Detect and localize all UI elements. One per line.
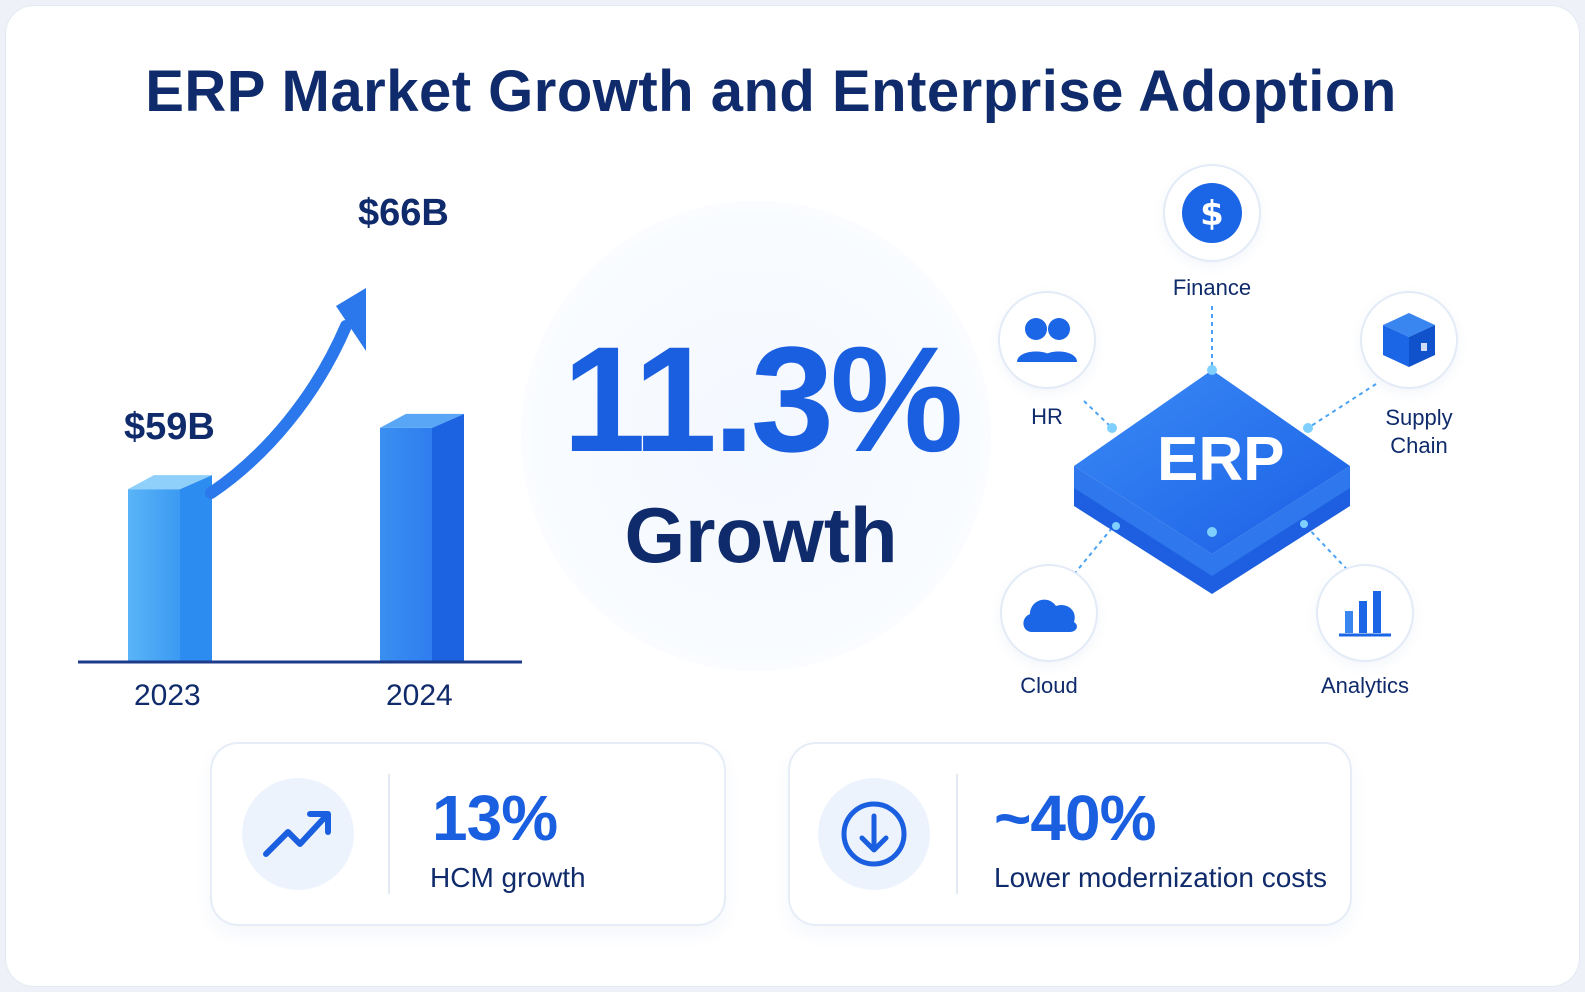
stat-value-modernization: ~40%	[994, 782, 1156, 854]
cloud-icon	[1023, 599, 1077, 632]
trend-up-icon	[263, 811, 331, 857]
bar-2024	[380, 427, 432, 662]
svg-text:$: $	[1200, 194, 1224, 234]
analytics-node	[1318, 566, 1412, 660]
erp-center-label: ERP	[1157, 425, 1285, 494]
page-title: ERP Market Growth and Enterprise Adoptio…	[145, 59, 1397, 124]
stat-label-modernization: Lower modernization costs	[994, 862, 1328, 893]
stat-divider	[388, 774, 390, 894]
x-tick-2024: 2024	[386, 679, 453, 712]
growth-arrow	[205, 320, 352, 499]
cloud-node	[1002, 566, 1096, 660]
bar-chart	[78, 288, 522, 664]
infographic-card: ERP Market Growth and Enterprise Adoptio…	[6, 6, 1579, 986]
dollar-icon: $	[1182, 183, 1242, 243]
bar-top-2024	[380, 413, 464, 428]
growth-label: Growth	[624, 491, 898, 579]
hr-label: HR	[1031, 404, 1063, 429]
bar-side-2023	[180, 475, 212, 662]
supply-chain-node	[1362, 293, 1456, 387]
analytics-label: Analytics	[1320, 673, 1410, 698]
finance-label: Finance	[1172, 275, 1252, 300]
box-icon	[1383, 313, 1435, 367]
stat-divider	[956, 774, 958, 894]
bar-top-2023	[128, 475, 212, 490]
growth-arrow-head	[336, 288, 366, 351]
growth-halo	[521, 201, 991, 671]
stat-label-hcm: HCM growth	[430, 862, 586, 893]
stat-icon-wrap	[242, 778, 354, 890]
finance-node: $	[1165, 166, 1259, 260]
x-tick-2023: 2023	[134, 679, 201, 712]
bar-2023	[128, 489, 180, 662]
arrow-down-circle-icon	[841, 801, 907, 867]
stat-card-hcm: 13% HCM growth	[212, 744, 724, 924]
erp-connectors	[1065, 306, 1377, 594]
bar-chart-icon	[1339, 591, 1391, 637]
hr-node	[1000, 293, 1094, 387]
people-icon	[1017, 318, 1077, 362]
bar-value-label-2023: $59B	[124, 406, 215, 448]
stat-card-modernization: ~40% Lower modernization costs	[790, 744, 1350, 924]
bar-value-label-2024: $66B	[358, 192, 449, 234]
stat-value-hcm: 13%	[432, 782, 558, 854]
supply-chain-label-line2: Chain	[1390, 433, 1448, 458]
supply-chain-label: Supply Chain	[1364, 404, 1474, 460]
bar-side-2024	[432, 413, 464, 662]
supply-chain-label-line1: Supply	[1385, 405, 1453, 430]
stat-icon-wrap	[818, 778, 930, 890]
growth-percentage: 11.3%	[562, 315, 963, 483]
cloud-label: Cloud	[1020, 673, 1078, 698]
